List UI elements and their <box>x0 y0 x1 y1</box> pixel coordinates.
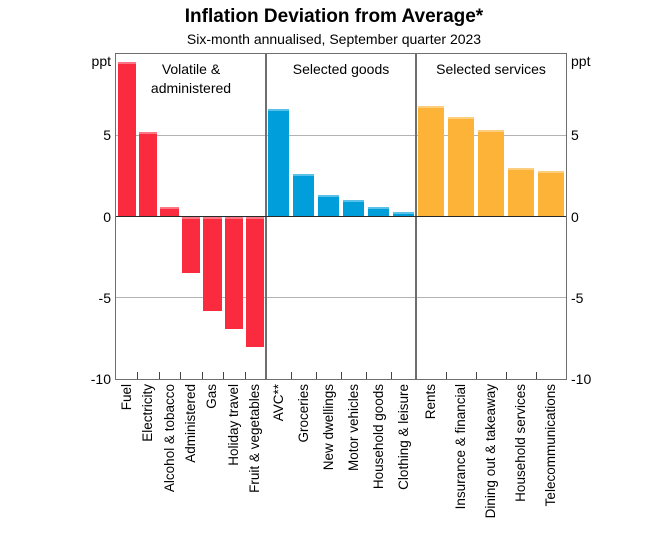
y-axis-tick-label-right: -5 <box>571 289 584 306</box>
x-axis-tick <box>180 372 182 379</box>
y-axis-unit-left: ppt <box>91 53 111 69</box>
y-axis-tick-label-left: -10 <box>90 371 111 387</box>
x-axis-category-label: Rents <box>423 384 438 420</box>
chart-title: Inflation Deviation from Average* <box>184 6 484 27</box>
bar <box>317 195 340 217</box>
bar <box>392 211 415 217</box>
x-axis-tick <box>223 372 225 379</box>
x-axis-tick <box>137 372 139 379</box>
bar <box>246 216 265 347</box>
bar <box>538 171 564 217</box>
plot-area: ppt ppt Fuel Electricity Alcohol & tobacco… <box>91 53 591 518</box>
x-axis-category-label: Insurance & financial <box>453 384 468 510</box>
y-axis-tick-label-left: 0 <box>103 208 111 225</box>
x-axis-tick <box>341 372 342 379</box>
x-axis-category-label: Fruit & vegetables <box>247 384 263 493</box>
zero-line <box>116 215 566 218</box>
chart-subtitle: Six-month annualised, September quarter … <box>186 31 482 47</box>
x-axis-category-label: New dwellings <box>320 384 336 471</box>
panel-title: administered <box>150 80 232 96</box>
x-axis-tick <box>536 372 537 379</box>
x-axis-tick <box>201 372 203 379</box>
x-axis-category-label: Dining out & takeaway <box>483 384 498 519</box>
y-axis-tick-label-left: 5 <box>103 127 111 144</box>
x-axis-tick <box>476 372 477 379</box>
y-axis-unit-right: ppt <box>571 53 591 69</box>
x-axis-tick <box>244 372 246 379</box>
x-axis-category-label: Telecommunications <box>543 384 558 507</box>
bar <box>508 167 534 217</box>
y-axis-tick-label-right: -10 <box>571 371 592 387</box>
bar <box>224 216 243 329</box>
x-axis-category-label: Alcohol & tobacco <box>161 384 177 493</box>
x-axis-tick <box>158 372 160 379</box>
bar <box>292 174 315 217</box>
bar <box>448 117 474 217</box>
x-axis-category-label: AVC** <box>270 384 286 422</box>
x-axis-tick <box>366 372 367 379</box>
bar <box>418 106 444 217</box>
x-axis-category-label: Administered <box>183 384 198 463</box>
x-axis-tick <box>291 372 292 379</box>
bar <box>367 206 390 217</box>
x-axis-category-label: Gas <box>204 384 220 409</box>
x-axis-tick <box>446 372 447 379</box>
bar <box>160 206 179 217</box>
bar <box>342 200 365 217</box>
bar <box>117 62 136 217</box>
panel-title: Volatile & <box>161 61 221 77</box>
x-axis-category-label: Clothing & leisure <box>395 384 411 490</box>
x-axis-category-label: Holiday travel <box>225 384 241 466</box>
x-axis-tick <box>391 372 392 379</box>
bar <box>478 130 504 217</box>
x-axis-category-label: Electricity <box>140 384 156 442</box>
x-axis-tick <box>316 372 317 379</box>
gridline <box>116 297 566 299</box>
y-axis-tick-label-right: 5 <box>571 127 579 144</box>
bar <box>203 216 222 311</box>
x-axis-category-label: Household services <box>513 384 528 502</box>
x-axis-tick <box>506 372 507 379</box>
gridline <box>116 134 566 136</box>
y-axis-tick-label-right: 0 <box>571 208 579 225</box>
x-axis-category-label: Motor vehicles <box>345 384 361 472</box>
y-axis-tick-label-left: -5 <box>98 289 111 306</box>
bar <box>267 109 290 217</box>
x-axis-category-label: Groceries <box>295 384 311 443</box>
x-axis-category-label: Fuel <box>118 384 134 411</box>
panel-title: Selected services <box>436 61 546 77</box>
panel-title: Selected goods <box>292 61 390 77</box>
bar <box>139 132 158 217</box>
bar <box>181 216 201 274</box>
x-axis-category-label: Household goods <box>370 384 386 490</box>
